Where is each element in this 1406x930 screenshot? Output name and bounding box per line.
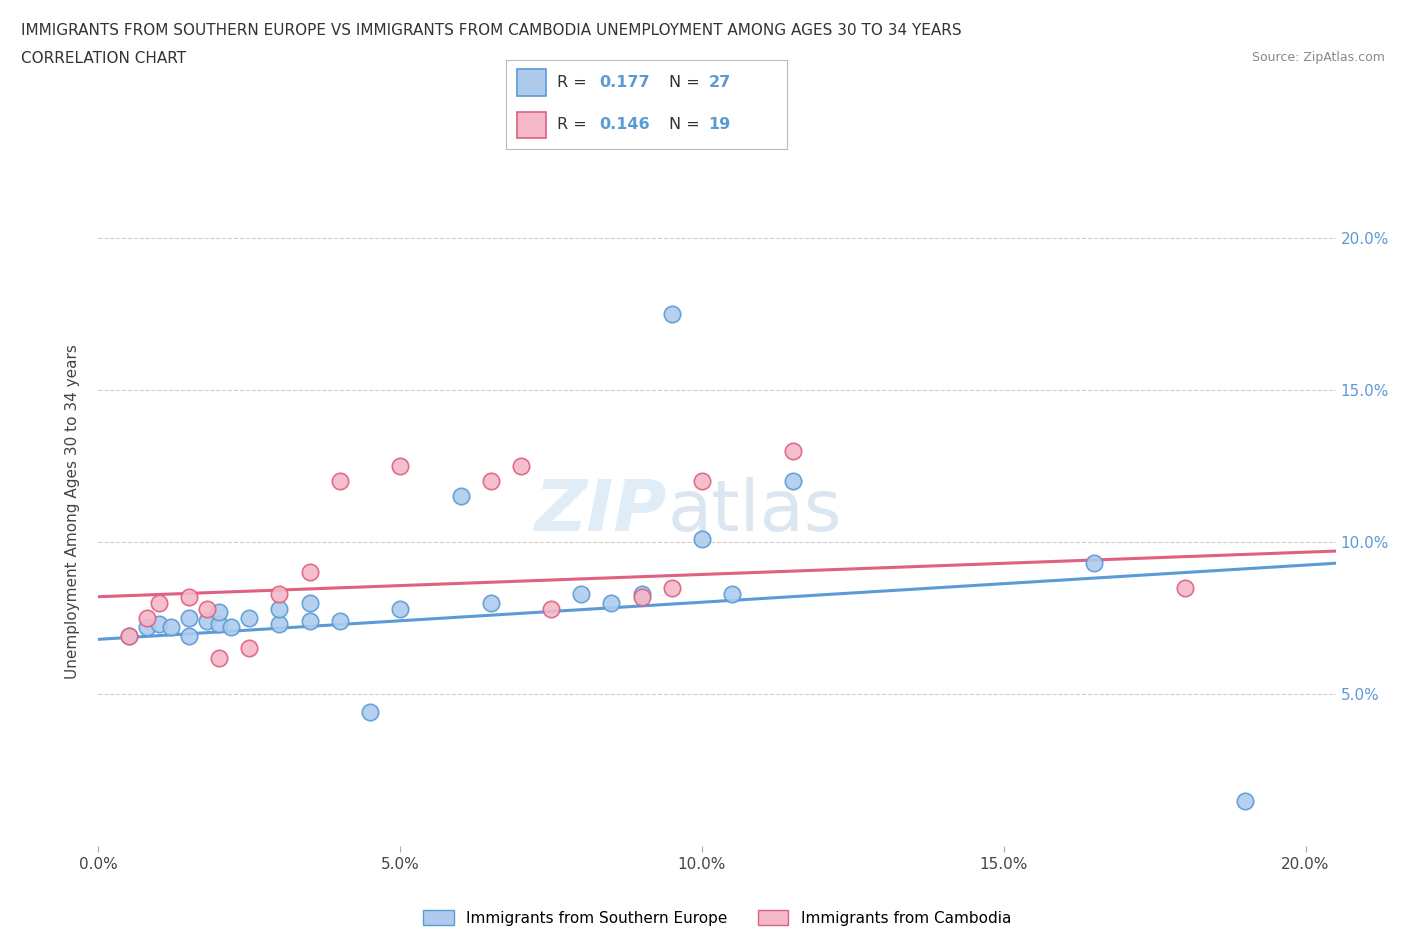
Point [298, 565, 321, 579]
Point [269, 602, 291, 617]
Point [208, 617, 231, 631]
Text: N =: N = [669, 75, 706, 90]
Point [782, 473, 804, 488]
Text: 0.177: 0.177 [599, 75, 650, 90]
Point [219, 619, 242, 634]
Point [208, 604, 231, 619]
Point [329, 473, 352, 488]
Point [298, 595, 321, 610]
Text: N =: N = [669, 117, 706, 132]
Point [148, 617, 170, 631]
Point [117, 629, 139, 644]
Point [540, 602, 562, 617]
Point [177, 611, 200, 626]
Point [195, 614, 218, 629]
FancyBboxPatch shape [517, 112, 546, 139]
Point [208, 650, 231, 665]
Point [269, 586, 291, 601]
Text: IMMIGRANTS FROM SOUTHERN EUROPE VS IMMIGRANTS FROM CAMBODIA UNEMPLOYMENT AMONG A: IMMIGRANTS FROM SOUTHERN EUROPE VS IMMIG… [21, 23, 962, 38]
Point [269, 617, 291, 631]
Point [135, 619, 157, 634]
Point [690, 473, 713, 488]
Point [569, 586, 592, 601]
Point [238, 641, 260, 656]
Point [389, 458, 412, 473]
Point [661, 580, 683, 595]
Text: R =: R = [557, 75, 592, 90]
Text: 27: 27 [709, 75, 731, 90]
Point [661, 306, 683, 321]
FancyBboxPatch shape [517, 70, 546, 96]
Y-axis label: Unemployment Among Ages 30 to 34 years: Unemployment Among Ages 30 to 34 years [65, 344, 80, 679]
Text: 19: 19 [709, 117, 731, 132]
Text: 0.146: 0.146 [599, 117, 650, 132]
Point [1174, 580, 1197, 595]
Point [690, 531, 713, 546]
Text: R =: R = [557, 117, 592, 132]
Point [117, 629, 139, 644]
Text: CORRELATION CHART: CORRELATION CHART [21, 51, 186, 66]
Point [721, 586, 744, 601]
Legend: Immigrants from Southern Europe, Immigrants from Cambodia: Immigrants from Southern Europe, Immigra… [423, 910, 1011, 925]
Point [177, 590, 200, 604]
Point [600, 595, 623, 610]
Text: ZIP: ZIP [536, 477, 668, 546]
Point [389, 602, 412, 617]
Point [630, 586, 652, 601]
Point [359, 705, 381, 720]
Point [135, 611, 157, 626]
Point [1234, 793, 1257, 808]
Text: Source: ZipAtlas.com: Source: ZipAtlas.com [1251, 51, 1385, 64]
Point [238, 611, 260, 626]
Text: atlas: atlas [668, 477, 842, 546]
Point [160, 619, 183, 634]
Point [509, 458, 531, 473]
Point [329, 614, 352, 629]
Point [450, 489, 472, 504]
Point [479, 595, 502, 610]
Point [177, 629, 200, 644]
Point [1083, 556, 1105, 571]
Point [479, 473, 502, 488]
Point [782, 444, 804, 458]
Point [195, 602, 218, 617]
Point [298, 614, 321, 629]
Point [630, 590, 652, 604]
Point [148, 595, 170, 610]
